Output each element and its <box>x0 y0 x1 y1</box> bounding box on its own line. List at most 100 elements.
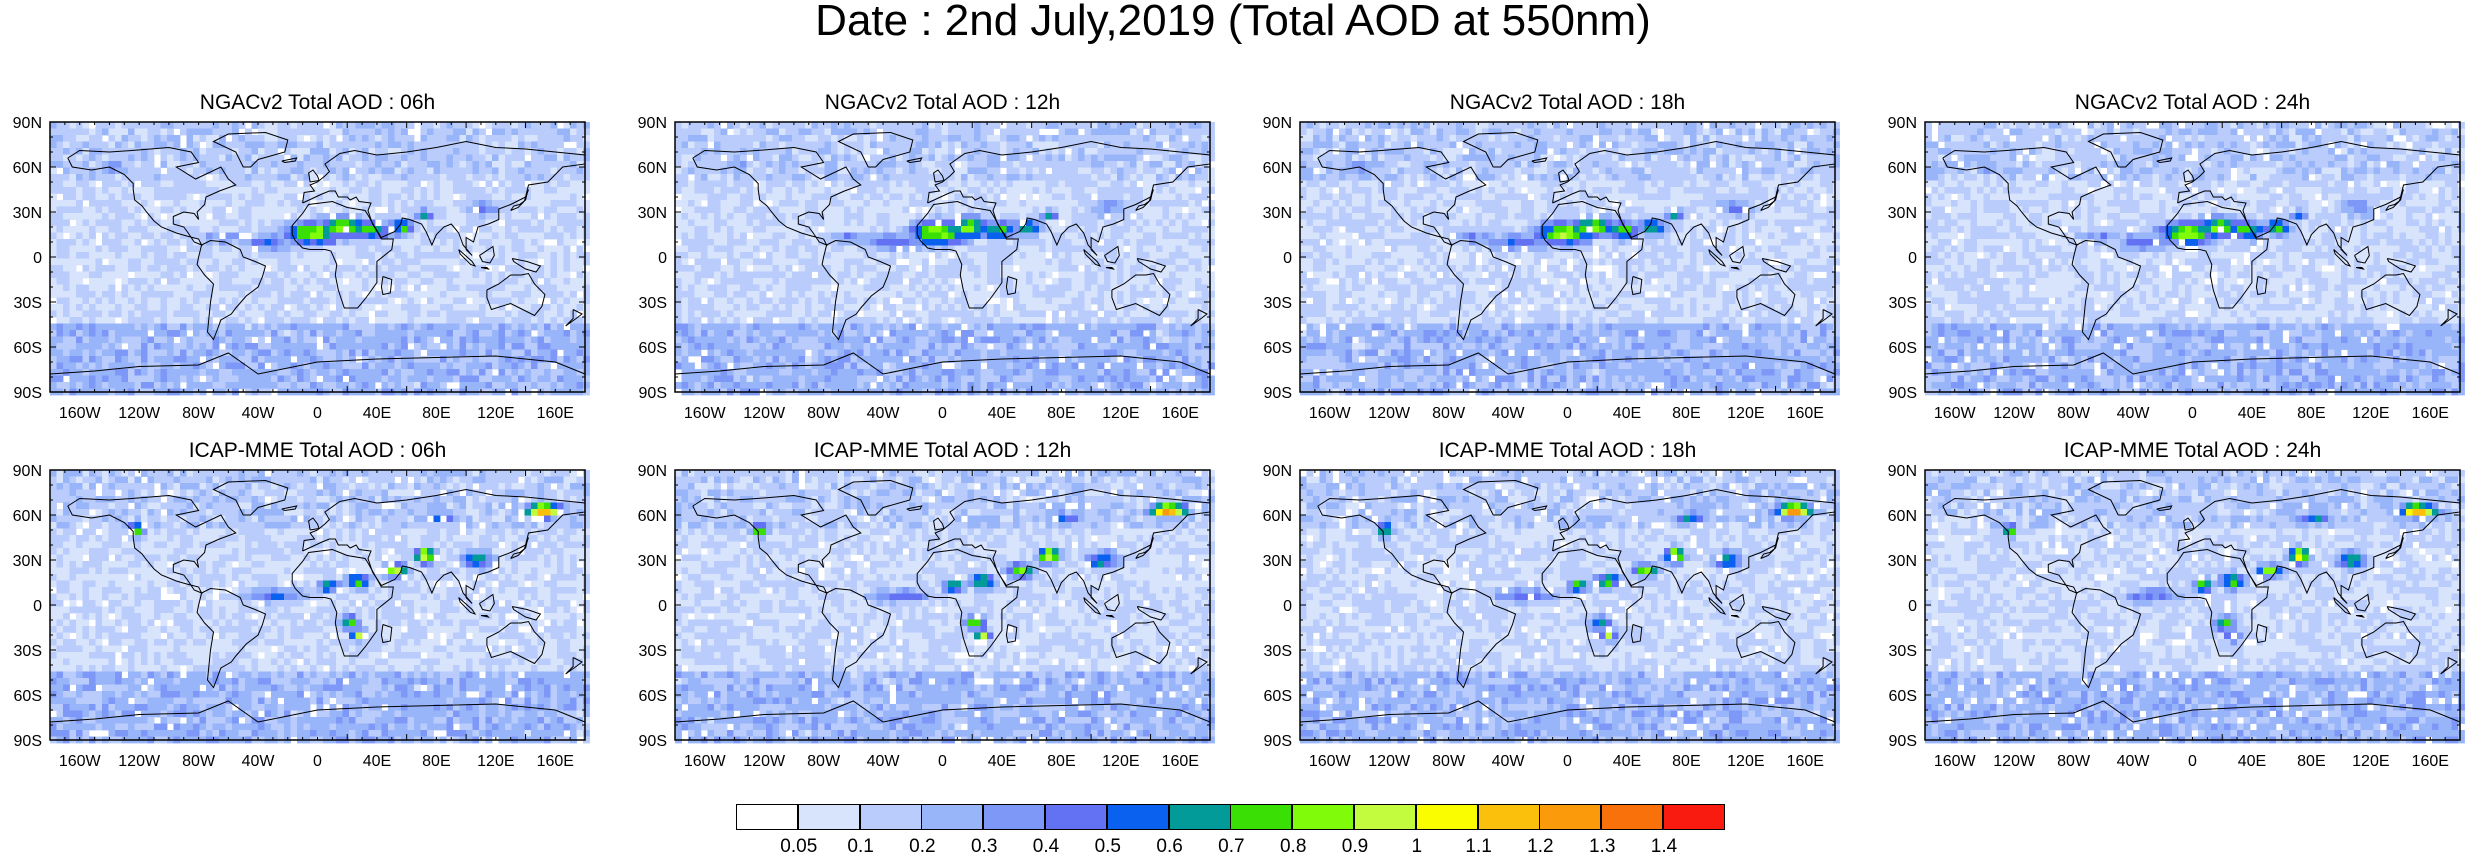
panel-title: NGACv2 Total AOD : 18h <box>1300 91 1835 115</box>
lat-tick-label: 30N <box>13 553 42 570</box>
lat-tick-label: 0 <box>658 250 667 267</box>
panel-title: NGACv2 Total AOD : 06h <box>50 91 585 115</box>
lat-tick-label: 60S <box>14 688 42 705</box>
lon-tick-label: 120E <box>1102 753 1139 770</box>
lon-tick-label: 160W <box>1934 753 1977 770</box>
lat-tick-label: 90S <box>1264 385 1292 402</box>
lon-tick-label: 0 <box>313 753 322 770</box>
lon-tick-label: 160E <box>2412 405 2449 422</box>
lat-tick-label: 0 <box>33 598 42 615</box>
lon-tick-label: 120E <box>2352 753 2389 770</box>
aod-field <box>1300 122 1840 395</box>
colorbar-swatch <box>1416 804 1478 830</box>
lat-tick-label: 60S <box>14 340 42 357</box>
lon-tick-label: 40W <box>242 405 276 422</box>
lon-tick-label: 160E <box>537 405 574 422</box>
lat-tick-label: 90N <box>13 463 42 480</box>
lon-tick-label: 80E <box>1047 753 1075 770</box>
lon-tick-label: 120W <box>1368 405 1411 422</box>
lon-tick-label: 120W <box>1368 753 1411 770</box>
lat-tick-label: 0 <box>1283 250 1292 267</box>
colorbar-label: 0.4 <box>1016 836 1076 858</box>
lon-tick-label: 120W <box>1993 753 2036 770</box>
lon-tick-label: 120E <box>1727 405 1764 422</box>
lon-tick-label: 80E <box>1672 753 1700 770</box>
lat-tick-label: 30N <box>1263 553 1292 570</box>
lon-tick-label: 80E <box>1672 405 1700 422</box>
lat-tick-label: 30S <box>1889 643 1917 660</box>
lat-tick-label: 90N <box>638 463 667 480</box>
lon-tick-label: 80E <box>422 405 450 422</box>
lon-tick-label: 160E <box>1787 405 1824 422</box>
lat-tick-label: 0 <box>1908 250 1917 267</box>
colorbar-label: 0.5 <box>1078 836 1138 858</box>
lat-tick-label: 30S <box>1264 643 1292 660</box>
colorbar-swatch <box>1663 804 1725 830</box>
lon-tick-label: 160E <box>1162 405 1199 422</box>
lat-tick-label: 0 <box>33 250 42 267</box>
lon-tick-label: 0 <box>2188 753 2197 770</box>
lon-tick-label: 120E <box>1727 753 1764 770</box>
panel-title: NGACv2 Total AOD : 12h <box>675 91 1210 115</box>
lon-tick-label: 40E <box>363 405 391 422</box>
lat-tick-label: 90S <box>14 733 42 750</box>
lon-tick-label: 80E <box>2297 753 2325 770</box>
lon-tick-label: 0 <box>1563 405 1572 422</box>
lat-tick-label: 30N <box>1888 205 1917 222</box>
lon-tick-label: 80W <box>1432 405 1466 422</box>
colorbar-swatch <box>1292 804 1354 830</box>
lon-tick-label: 0 <box>313 405 322 422</box>
lat-tick-label: 90S <box>1889 385 1917 402</box>
colorbar-label: 0.6 <box>1140 836 1200 858</box>
lon-tick-label: 40W <box>2117 405 2151 422</box>
colorbar-swatch <box>1169 804 1231 830</box>
lon-tick-label: 40E <box>2238 753 2266 770</box>
colorbar-label: 0.8 <box>1263 836 1323 858</box>
lat-tick-label: 90S <box>639 385 667 402</box>
lon-tick-label: 40W <box>2117 753 2151 770</box>
lon-tick-label: 80W <box>2057 753 2091 770</box>
lat-tick-label: 90S <box>1889 733 1917 750</box>
lat-tick-label: 30S <box>1264 295 1292 312</box>
colorbar-swatch <box>1601 804 1663 830</box>
lat-tick-label: 60N <box>13 160 42 177</box>
lon-tick-label: 40E <box>363 753 391 770</box>
lon-tick-label: 160W <box>59 753 102 770</box>
lat-tick-label: 30S <box>639 295 667 312</box>
colorbar-swatch <box>1045 804 1107 830</box>
aod-field <box>675 122 1215 395</box>
colorbar-label: 1.4 <box>1634 836 1694 858</box>
lon-tick-label: 0 <box>938 405 947 422</box>
lon-tick-label: 160W <box>1309 753 1352 770</box>
lon-tick-label: 160E <box>1162 753 1199 770</box>
colorbar-swatch <box>1354 804 1416 830</box>
lon-tick-label: 80W <box>807 405 841 422</box>
lon-tick-label: 0 <box>938 753 947 770</box>
colorbar-label: 1.3 <box>1572 836 1632 858</box>
panel-title: ICAP-MME Total AOD : 12h <box>675 439 1210 463</box>
colorbar-swatch <box>1539 804 1601 830</box>
lon-tick-label: 80W <box>182 405 216 422</box>
lon-tick-label: 40E <box>1613 753 1641 770</box>
aod-field <box>50 122 590 395</box>
lat-tick-label: 0 <box>1908 598 1917 615</box>
lat-tick-label: 30S <box>14 295 42 312</box>
lat-tick-label: 30N <box>1263 205 1292 222</box>
lat-tick-label: 60N <box>1263 160 1292 177</box>
lat-tick-label: 0 <box>1283 598 1292 615</box>
lon-tick-label: 0 <box>2188 405 2197 422</box>
colorbar-swatch <box>1478 804 1540 830</box>
colorbar-label: 0.7 <box>1201 836 1261 858</box>
lon-tick-label: 40E <box>988 405 1016 422</box>
lat-tick-label: 30S <box>1889 295 1917 312</box>
aod-field <box>1300 470 1840 743</box>
lat-tick-label: 60N <box>638 160 667 177</box>
